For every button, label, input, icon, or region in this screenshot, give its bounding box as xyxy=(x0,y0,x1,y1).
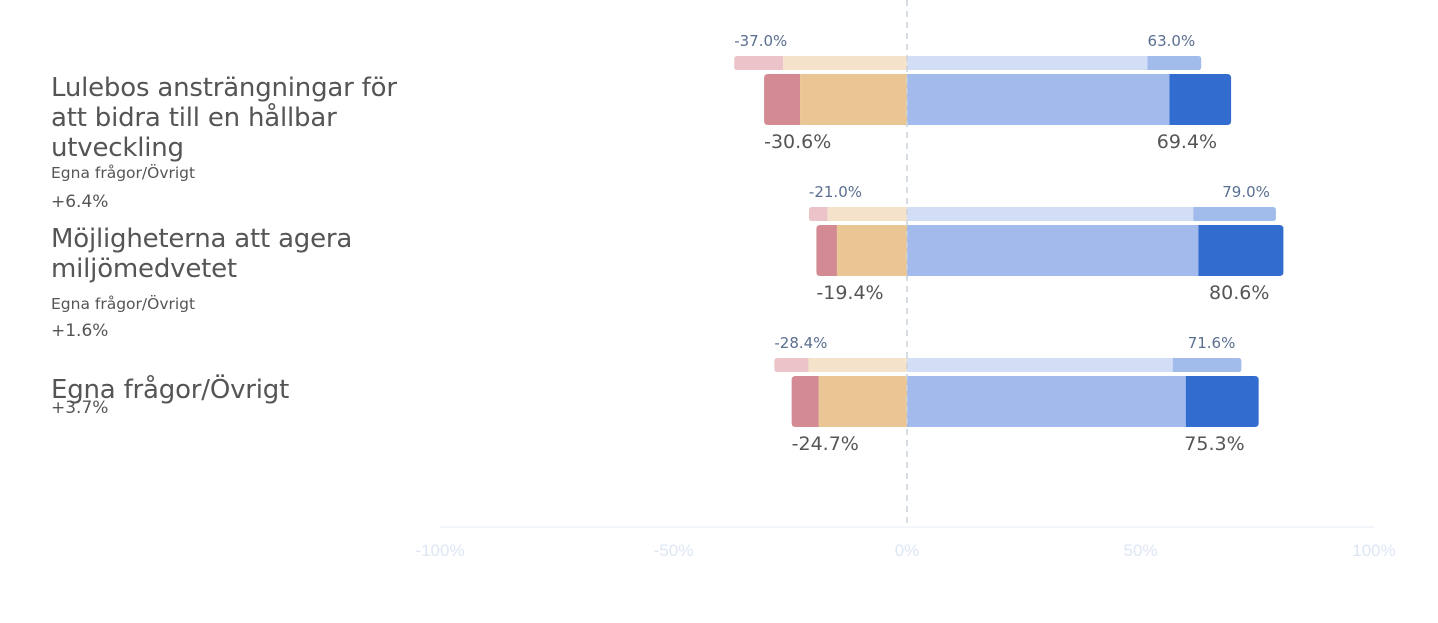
bar-positive-strong xyxy=(1198,225,1284,276)
bar-positive-weak xyxy=(907,74,1170,125)
reference-negative-label: -37.0% xyxy=(734,32,787,50)
reference-bar-negative-strong xyxy=(808,207,828,221)
row-delta: +1.6% xyxy=(51,321,109,341)
reference-bar-positive-strong xyxy=(1172,358,1242,372)
reference-bar-positive-weak xyxy=(907,56,1148,70)
negative-total-label: -19.4% xyxy=(816,282,883,304)
bar-negative-strong xyxy=(816,225,837,276)
reference-bar-positive-strong xyxy=(1193,207,1276,221)
row-subtitle: Egna frågor/Övrigt xyxy=(51,295,196,313)
negative-total-label: -30.6% xyxy=(764,131,831,153)
x-tick-label: -50% xyxy=(654,541,694,560)
row-title: Egna frågor/Övrigt xyxy=(51,375,290,405)
row-label-3: Egna frågor/Övrigt +3.7% xyxy=(51,375,411,419)
positive-total-label: 69.4% xyxy=(1157,131,1217,153)
row-title: Möjligheterna att agera miljömedvetet xyxy=(51,224,353,284)
reference-bar-positive-weak xyxy=(907,207,1194,221)
bar-negative-weak xyxy=(818,376,907,427)
reference-positive-label: 71.6% xyxy=(1188,334,1236,352)
row-delta: +3.7% xyxy=(51,398,109,418)
reference-positive-label: 79.0% xyxy=(1222,183,1270,201)
bar-positive-weak xyxy=(907,225,1199,276)
reference-bar-negative-weak xyxy=(783,56,907,70)
x-tick-label: 100% xyxy=(1352,541,1395,560)
positive-total-label: 80.6% xyxy=(1209,282,1269,304)
reference-bar-negative-weak xyxy=(808,358,907,372)
reference-negative-label: -28.4% xyxy=(774,334,827,352)
bar-positive-weak xyxy=(907,376,1186,427)
x-tick-label: 50% xyxy=(1123,541,1157,560)
row-label-2: Möjligheterna att agera miljömedvetet Eg… xyxy=(51,224,411,342)
positive-total-label: 75.3% xyxy=(1184,433,1244,455)
negative-total-label: -24.7% xyxy=(792,433,859,455)
reference-bar-negative-strong xyxy=(734,56,784,70)
x-tick-label: 0% xyxy=(895,541,920,560)
row-delta: +6.4% xyxy=(51,192,109,212)
bar-positive-strong xyxy=(1169,74,1232,125)
row-subtitle: Egna frågor/Övrigt xyxy=(51,164,196,182)
bar-positive-strong xyxy=(1185,376,1259,427)
x-tick-label: -100% xyxy=(415,541,464,560)
bar-negative-strong xyxy=(764,74,801,125)
bar-negative-weak xyxy=(836,225,907,276)
bar-negative-weak xyxy=(800,74,907,125)
reference-bar-negative-weak xyxy=(827,207,907,221)
reference-negative-label: -21.0% xyxy=(809,183,862,201)
reference-positive-label: 63.0% xyxy=(1148,32,1196,50)
reference-bar-positive-weak xyxy=(907,358,1173,372)
row-label-1: Lulebos ansträngningar för att bidra til… xyxy=(51,73,411,213)
bar-negative-strong xyxy=(791,376,819,427)
reference-bar-positive-strong xyxy=(1147,56,1202,70)
reference-bar-negative-strong xyxy=(774,358,809,372)
row-title: Lulebos ansträngningar för att bidra til… xyxy=(51,73,397,163)
